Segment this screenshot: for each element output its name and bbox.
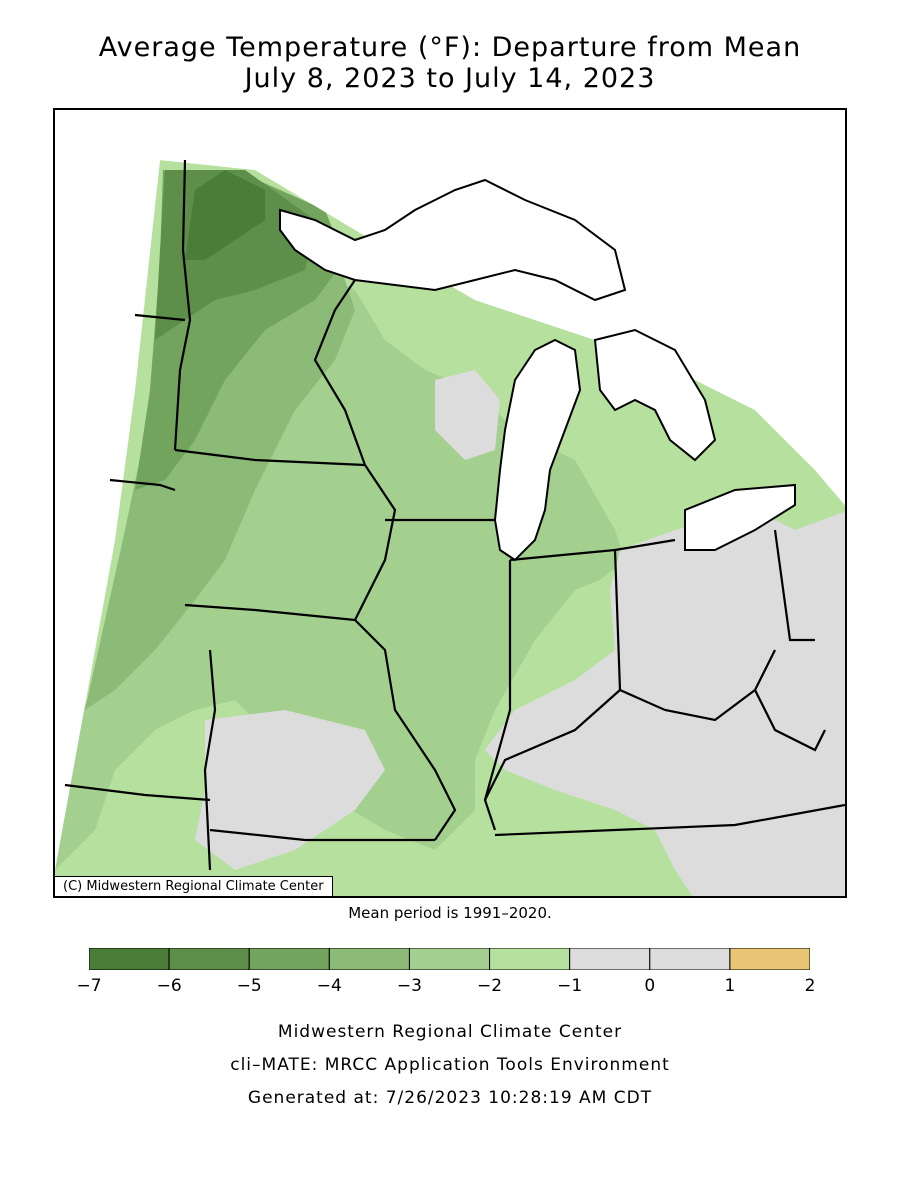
footer-generated: Generated at: 7/26/2023 10:28:19 AM CDT: [247, 1088, 653, 1108]
legend-bin: [89, 948, 170, 970]
footer-tool: cli–MATE: MRCC Application Tools Environ…: [230, 1055, 670, 1075]
boundary-ia-il: [354, 464, 397, 621]
legend-tick-label: −5: [236, 976, 262, 996]
outside-domain-top: [160, 110, 845, 506]
boundary-in-oh: [613, 549, 622, 691]
state-boundaries: [64, 159, 845, 871]
boundary-oh-ky: [619, 649, 776, 722]
legend-bin: [248, 948, 330, 970]
legend-bin: [328, 948, 410, 970]
boundary-mo-il: [354, 619, 457, 841]
boundary-ne-ks: [64, 783, 211, 802]
legend-tick-label: −2: [477, 976, 503, 996]
legend-bin: [408, 948, 491, 970]
color-legend: [89, 948, 810, 970]
map-title: Average Temperature (°F): Departure from…: [98, 32, 802, 63]
legend-tick-label: 0: [644, 976, 656, 996]
boundary-nd-sd: [134, 313, 186, 322]
lake-huron: [593, 328, 717, 462]
boundary-mn-nd: [173, 159, 192, 451]
region-minus7: [185, 170, 265, 260]
boundary-mn-wi: [313, 279, 367, 466]
outside-domain-left: [55, 110, 160, 870]
footer-org: Midwestern Regional Climate Center: [277, 1022, 623, 1042]
boundary-ia-mo: [184, 603, 356, 622]
map-date-range: July 8, 2023 to July 14, 2023: [244, 63, 656, 94]
legend-tick-label: −1: [557, 976, 583, 996]
legend-tick-labels: −7 −6 −5 −4 −3 −2 −1 0 1 2: [0, 976, 900, 998]
region-near-normal-east: [485, 510, 845, 896]
region-near-normal-southwest: [195, 710, 385, 870]
boundary-ky-tn: [494, 803, 845, 837]
legend-bin: [168, 948, 250, 970]
boundary-sd-ne: [109, 478, 176, 492]
region-near-normal-wisconsin: [435, 370, 500, 460]
legend-tick-label: 1: [724, 976, 736, 996]
lake-erie: [684, 483, 796, 551]
legend-tick-label: 2: [804, 976, 816, 996]
lake-superior: [279, 178, 627, 302]
boundary-il-in: [483, 560, 512, 831]
legend-tick-label: −4: [316, 976, 342, 996]
legend-bin: [569, 948, 651, 970]
boundary-in-mi: [509, 548, 616, 562]
great-lakes: [279, 178, 796, 562]
boundary-mo-ks: [203, 649, 217, 871]
boundary-mn-ia: [174, 448, 366, 467]
legend-tick-label: −7: [76, 976, 102, 996]
boundary-ky-wv: [754, 689, 826, 752]
boundary-oh-mi: [614, 538, 676, 552]
mean-period-note: Mean period is 1991–2020.: [348, 904, 552, 922]
region-minus4: [85, 240, 355, 710]
lake-michigan: [493, 338, 582, 562]
legend-bin: [489, 948, 571, 970]
boundary-in-ky: [484, 689, 621, 801]
data-region: [55, 160, 845, 896]
legend-bin: [649, 948, 731, 970]
boundary-oh-pa: [773, 529, 815, 642]
boundary-mo-ar: [209, 828, 435, 842]
map-panel: (C) Midwestern Regional Climate Center: [53, 108, 847, 898]
legend-tick-label: −3: [396, 976, 422, 996]
legend-tick-label: −6: [156, 976, 182, 996]
copyright-label: (C) Midwestern Regional Climate Center: [55, 876, 333, 896]
temperature-departure-map: [55, 110, 845, 896]
legend-bin: [729, 948, 810, 970]
